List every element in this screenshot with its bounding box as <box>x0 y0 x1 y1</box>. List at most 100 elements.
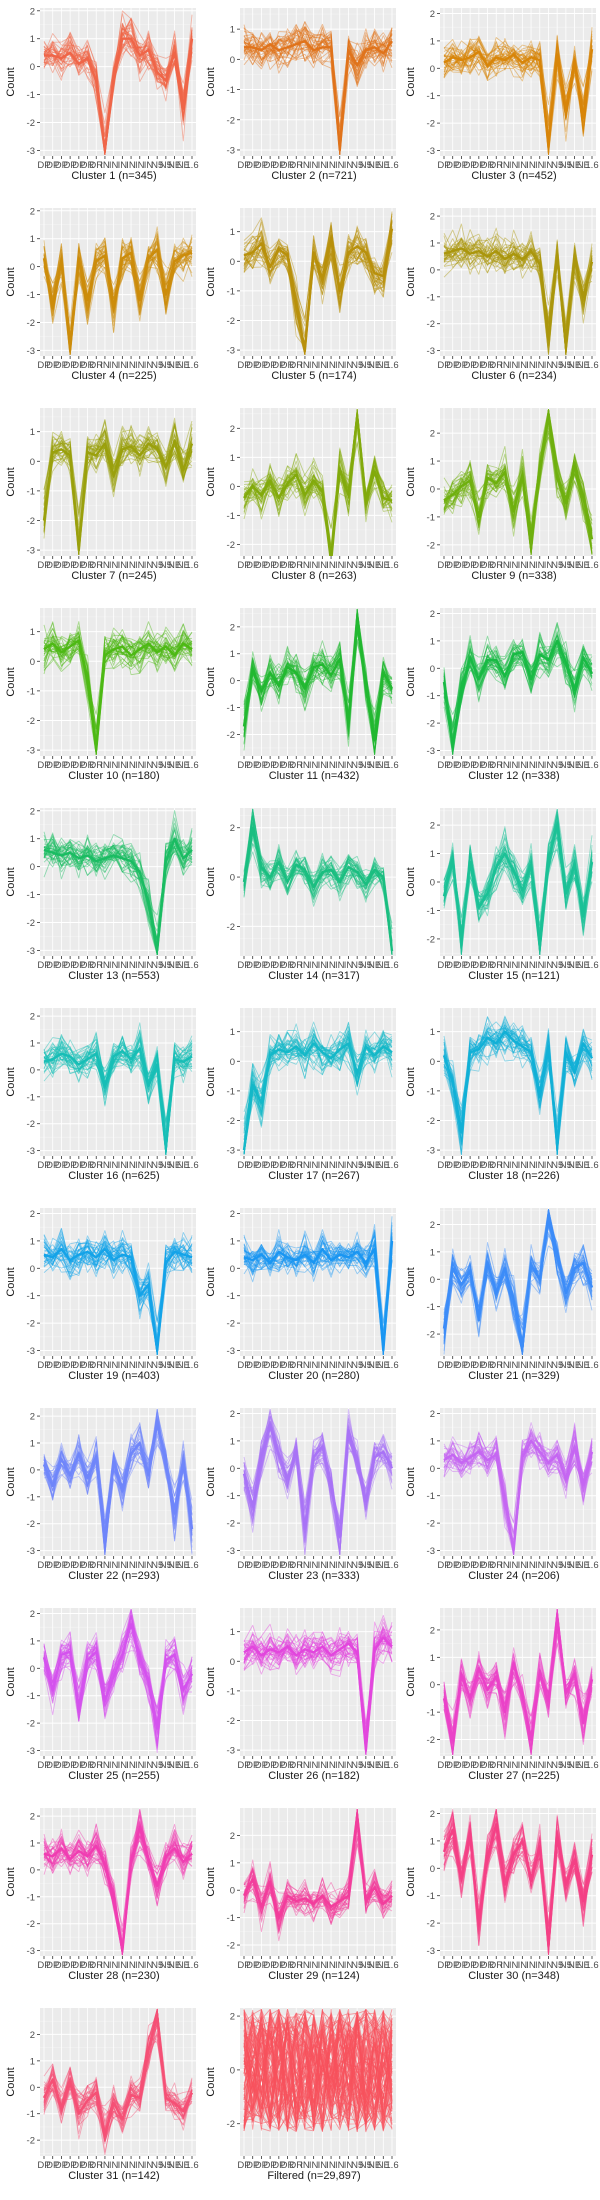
x-tick-label: DR <box>81 1160 95 1171</box>
x-tick-label: NE <box>168 1360 181 1371</box>
x-tick-label: 1.6 <box>385 360 398 371</box>
x-tick-label: N5 <box>160 1560 172 1571</box>
plot-background <box>240 808 396 956</box>
x-tick-label: DP <box>237 1160 250 1171</box>
y-tick-label: -2 <box>227 115 235 126</box>
x-tick-label: IN <box>544 1160 554 1171</box>
x-tick-label: IN <box>126 1160 136 1171</box>
member-profile-line <box>43 1630 193 1725</box>
x-tick-label: DP <box>437 960 450 971</box>
member-profile-line <box>43 2024 193 2156</box>
member-profile-line <box>243 1637 393 1732</box>
y-axis-label: Count <box>205 1067 217 1096</box>
x-tick-label: N5 <box>151 960 163 971</box>
member-profile-line <box>443 1223 593 1356</box>
y-axis-label: Count <box>205 1267 217 1296</box>
x-tick-label: DR <box>481 1760 495 1771</box>
x-tick-label: N5 <box>551 760 563 771</box>
member-profile-line <box>243 27 393 155</box>
cluster-panel-28: -3 -2 -1 0 1 2 DP DP DP DP DP DR DR IN IN IN IN IN IN N5 N5 N… <box>0 1800 200 2000</box>
x-tick-label: IN <box>526 160 536 171</box>
x-tick-label: DR <box>89 760 103 771</box>
member-profile-line <box>443 823 593 947</box>
x-tick-label: DP <box>72 560 85 571</box>
x-tick-label: DP <box>472 760 485 771</box>
member-profile-line <box>243 619 393 751</box>
member-profile-line <box>43 624 193 750</box>
member-profile-line <box>443 641 593 756</box>
member-profile-lines <box>43 621 193 755</box>
x-tick-label: NE <box>577 360 590 371</box>
cluster-panel-27: -2 -1 0 1 2 DP DP DP DP DP DR DR IN IN IN IN IN IN N5 N5 NE N… <box>400 1600 600 1800</box>
x-tick-label: N5 <box>560 160 572 171</box>
member-profile-line <box>443 1816 593 1942</box>
member-profile-line <box>43 631 193 751</box>
member-profile-line <box>243 1843 393 1925</box>
x-tick-label: IN <box>144 160 154 171</box>
x-tick-label: DP <box>472 960 485 971</box>
member-profile-line <box>43 640 193 755</box>
x-tick-label: DP <box>64 1160 77 1171</box>
member-profile-line <box>443 639 593 729</box>
x-tick-label: IN <box>509 760 519 771</box>
x-tick-label: IN <box>118 360 128 371</box>
y-tick-label: 2 <box>230 823 235 834</box>
member-profile-line <box>443 1635 593 1756</box>
x-tick-label: IN <box>300 1160 310 1171</box>
member-profile-line <box>43 36 193 156</box>
x-tick-label: DP <box>46 1560 59 1571</box>
x-tick-label: DP <box>464 1160 477 1171</box>
cluster-caption: Filtered (n=29,897) <box>267 2170 361 2182</box>
x-tick-label: IN <box>526 1760 536 1771</box>
member-profile-line <box>243 1240 393 1353</box>
x-tick-label: DP <box>46 1160 59 1171</box>
member-profile-lines <box>443 408 594 556</box>
x-tick-label: DR <box>281 2160 295 2171</box>
x-tick-label: DP <box>246 1160 259 1171</box>
x-tick-label: N5 <box>151 1560 163 1571</box>
member-profile-line <box>243 1431 393 1536</box>
member-profile-line <box>243 1241 393 1324</box>
x-tick-label: DP <box>472 1560 485 1571</box>
y-tick-label: -2 <box>427 540 435 551</box>
member-profile-line <box>243 409 393 555</box>
x-tick-label: DP <box>255 1960 268 1971</box>
y-axis-label: Count <box>405 267 417 296</box>
member-profile-lines <box>43 810 193 956</box>
member-profile-line <box>443 408 593 556</box>
member-profile-lines <box>443 223 594 356</box>
y-tick-label: -1 <box>27 1291 35 1302</box>
x-tick-label: NE <box>577 960 590 971</box>
member-profile-line <box>443 1608 593 1743</box>
member-profile-line <box>443 1216 593 1347</box>
cluster-panel-8: -2 -1 0 1 2 DP DP DP DP DP DR DR IN IN IN IN IN IN N5 N5 NE N… <box>200 400 400 600</box>
member-profile-line <box>243 1246 393 1340</box>
member-profile-line <box>43 1615 193 1725</box>
member-profile-line <box>43 1614 193 1745</box>
x-tick-label: NE <box>577 760 590 771</box>
y-tick-label: -1 <box>427 1708 435 1719</box>
x-tick-label: 1.6 <box>585 1160 598 1171</box>
y-tick-label: -2 <box>27 1919 35 1930</box>
cluster-caption: Cluster 28 (n=230) <box>68 1970 160 1982</box>
cluster-panel-21: -2 -1 0 1 2 DP DP DP DP DP DR DR IN IN IN IN IN IN N5 N5 NE N… <box>400 1200 600 1400</box>
y-tick-label: 1 <box>30 834 35 845</box>
x-tick-label: IN <box>518 1560 528 1571</box>
x-tick-label: N5 <box>160 2160 172 2171</box>
cluster-centroid-line <box>443 247 594 347</box>
cluster-centroid-line <box>42 248 193 352</box>
member-profile-line <box>243 815 393 941</box>
y-tick-label: 1 <box>430 1247 435 1258</box>
y-axis-label: Count <box>5 1467 17 1496</box>
x-tick-label: N5 <box>560 1360 572 1371</box>
cluster-centroid-line <box>42 1623 194 1730</box>
member-profile-line <box>443 1208 593 1353</box>
x-tick-label: NE <box>368 2160 381 2171</box>
x-tick-label: DR <box>281 360 295 371</box>
member-profile-line <box>43 837 193 945</box>
y-tick-label: 2 <box>430 821 435 832</box>
